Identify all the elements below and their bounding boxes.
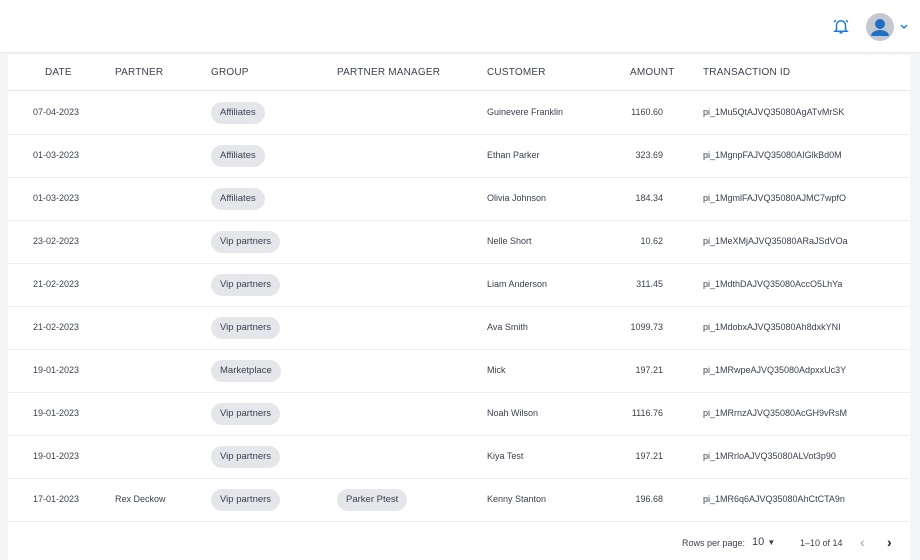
customer-cell: Kenny Stanton <box>487 494 547 504</box>
rows-per-page-select[interactable]: 10 ▼ <box>752 536 775 548</box>
prev-page-button[interactable]: ‹ <box>860 534 865 550</box>
group-chip: Affiliates <box>211 102 265 124</box>
customer-cell: Guinevere Franklin <box>487 107 564 117</box>
transaction-id-cell: pi_1MgmlFAJVQ35080AJMC7wpfO <box>703 193 847 203</box>
amount-cell: 10.62 <box>640 236 663 246</box>
bell-icon[interactable] <box>832 17 850 35</box>
customer-cell: Olivia Johnson <box>487 193 547 203</box>
user-icon <box>871 19 889 36</box>
group-chip: Vip partners <box>211 274 281 296</box>
amount-cell: 311.45 <box>636 279 663 289</box>
date-cell: 07-04-2023 <box>33 107 80 117</box>
date-cell: 19-01-2023 <box>33 451 80 461</box>
pagination: Rows per page: 10 ▼ 1–10 of 14 ‹ › <box>8 522 910 560</box>
group-chip: Vip partners <box>211 231 281 253</box>
transaction-id-cell: pi_1MRrnzAJVQ35080AcGH9vRsM <box>703 408 848 418</box>
transaction-id-cell: pi_1MdthDAJVQ35080AccO5LhYa <box>703 279 843 289</box>
table-header: DATE PARTNER GROUP PARTNER MANAGER CUSTO… <box>8 55 910 91</box>
table-row[interactable]: 07-04-2023 Affiliates Guinevere Franklin … <box>8 92 910 135</box>
group-chip: Vip partners <box>211 403 281 425</box>
col-group[interactable]: GROUP <box>211 67 249 78</box>
col-transaction-id[interactable]: TRANSACTION ID <box>703 67 791 78</box>
transaction-id-cell: pi_1MR6q6AJVQ35080AhCtCTA9n <box>703 494 845 504</box>
table-row[interactable]: 19-01-2023 Vip partners Kiya Test 197.21 … <box>8 436 910 479</box>
amount-cell: 197.21 <box>635 451 663 461</box>
rows-per-page-label: Rows per page: <box>682 538 746 548</box>
table-row[interactable]: 19-01-2023 Marketplace Mick 197.21 pi_1MR… <box>8 350 910 393</box>
group-chip: Vip partners <box>211 446 281 468</box>
date-cell: 19-01-2023 <box>33 365 80 375</box>
date-cell: 01-03-2023 <box>33 193 80 203</box>
avatar[interactable] <box>866 13 894 41</box>
col-amount[interactable]: AMOUNT <box>630 67 675 78</box>
date-cell: 21-02-2023 <box>33 322 80 332</box>
rows-per-page-value: 10 <box>752 536 765 548</box>
col-customer[interactable]: CUSTOMER <box>487 67 546 78</box>
date-cell: 19-01-2023 <box>33 408 80 418</box>
group-chip: Marketplace <box>211 360 281 382</box>
transaction-id-cell: pi_1MeXMjAJVQ35080ARaJSdVOa <box>703 236 848 246</box>
amount-cell: 196.68 <box>635 494 663 504</box>
amount-cell: 323.69 <box>635 150 663 160</box>
transaction-id-cell: pi_1MRwpeAJVQ35080AdpxxUc3Y <box>703 365 847 375</box>
amount-cell: 184.34 <box>635 193 663 203</box>
group-chip: Vip partners <box>211 489 281 511</box>
table-row[interactable]: 01-03-2023 Affiliates Olivia Johnson 184.… <box>8 178 910 221</box>
chevron-down-icon[interactable] <box>898 20 910 32</box>
col-date[interactable]: DATE <box>45 67 72 78</box>
customer-cell: Mick <box>487 365 506 375</box>
table-row[interactable]: 01-03-2023 Affiliates Ethan Parker 323.69… <box>8 135 910 178</box>
date-cell: 17-01-2023 <box>33 494 80 504</box>
amount-cell: 1099.73 <box>630 322 663 332</box>
table-row[interactable]: 17-01-2023 Rex Deckow Vip partners Parker… <box>8 479 910 522</box>
customer-cell: Nelle Short <box>487 236 532 246</box>
group-chip: Affiliates <box>211 188 265 210</box>
customer-cell: Ava Smith <box>487 322 528 332</box>
date-cell: 23-02-2023 <box>33 236 80 246</box>
table-row[interactable]: 23-02-2023 Vip partners Nelle Short 10.62… <box>8 221 910 264</box>
customer-cell: Liam Anderson <box>487 279 548 289</box>
col-partner[interactable]: PARTNER <box>115 67 164 78</box>
page-range: 1–10 of 14 <box>800 538 843 548</box>
customer-cell: Noah Wilson <box>487 408 539 418</box>
customer-cell: Ethan Parker <box>487 150 540 160</box>
amount-cell: 1116.76 <box>631 408 663 418</box>
amount-cell: 1160.60 <box>631 107 663 117</box>
caret-down-icon: ▼ <box>767 538 776 547</box>
transaction-id-cell: pi_1Mu5QtAJVQ35080AgATvMrSK <box>703 107 845 117</box>
transaction-id-cell: pi_1MgnpFAJVQ35080AIGlkBd0M <box>703 150 842 160</box>
top-bar <box>0 0 920 53</box>
transaction-id-cell: pi_1MRrloAJVQ35080ALVot3p90 <box>703 451 836 461</box>
col-partner-manager[interactable]: PARTNER MANAGER <box>337 67 441 78</box>
date-cell: 01-03-2023 <box>33 150 80 160</box>
transaction-id-cell: pi_1MdobxAJVQ35080Ah8dxkYNI <box>703 322 841 332</box>
customer-cell: Kiya Test <box>487 451 524 461</box>
table-row[interactable]: 21-02-2023 Vip partners Liam Anderson 311… <box>8 264 910 307</box>
group-chip: Vip partners <box>211 317 281 339</box>
group-chip: Affiliates <box>211 145 265 167</box>
partner-cell: Rex Deckow <box>115 494 166 504</box>
amount-cell: 197.21 <box>635 365 663 375</box>
date-cell: 21-02-2023 <box>33 279 80 289</box>
partner-manager-chip: Parker Ptest <box>337 489 408 511</box>
next-page-button[interactable]: › <box>887 534 892 550</box>
table-row[interactable]: 19-01-2023 Vip partners Noah Wilson 1116.… <box>8 393 910 436</box>
table-row[interactable]: 21-02-2023 Vip partners Ava Smith 1099.73… <box>8 307 910 350</box>
transactions-table: DATE PARTNER GROUP PARTNER MANAGER CUSTO… <box>8 55 910 560</box>
